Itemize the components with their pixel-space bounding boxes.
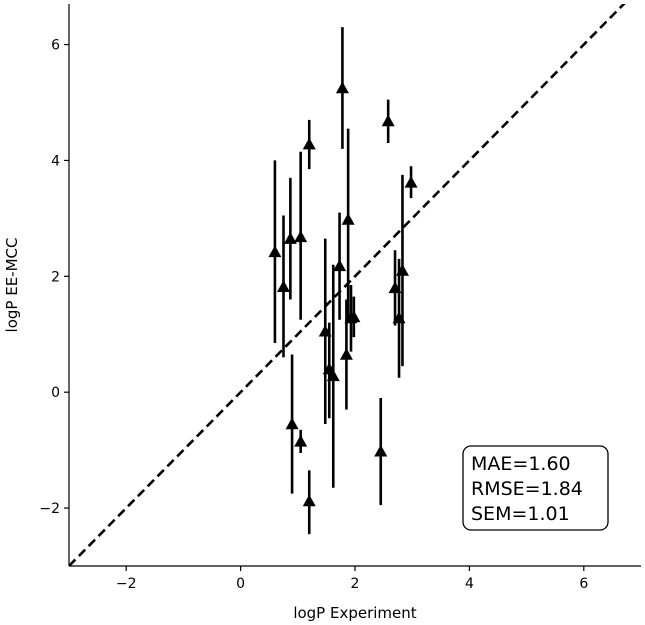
x-axis-label: logP Experiment (293, 604, 416, 622)
data-point-marker (285, 417, 299, 430)
data-point-marker (395, 264, 409, 276)
data-point-marker (277, 280, 290, 292)
data-point-marker (347, 310, 361, 323)
data-point-marker (283, 232, 297, 244)
axis-ticks: −2 0 2 4 6 −2 0 2 4 6 (39, 38, 588, 592)
x-tick-label: 4 (465, 576, 474, 592)
y-axis-label: logP EE-MCC (3, 238, 21, 333)
stats-sem: SEM=1.01 (471, 503, 570, 525)
reference-line (69, 4, 626, 566)
stats-rmse: RMSE=1.84 (471, 478, 583, 500)
data-point-marker (294, 434, 308, 447)
data-point-marker (268, 245, 282, 258)
data-point-marker (341, 213, 355, 225)
data-point-marker (326, 369, 340, 382)
x-tick-label: 6 (579, 576, 588, 592)
y-tick-label: 6 (51, 38, 60, 54)
data-point-marker (333, 259, 347, 272)
data-point-marker (339, 348, 353, 360)
data-point-marker (294, 230, 308, 243)
stats-box: MAE=1.60 RMSE=1.84 SEM=1.01 (462, 445, 609, 531)
stats-mae: MAE=1.60 (471, 453, 571, 475)
data-point-marker (381, 114, 395, 127)
data-point-marker (302, 137, 316, 150)
y-tick-label: 0 (51, 385, 60, 401)
data-point-marker (374, 444, 388, 457)
data-point-marker (335, 81, 349, 94)
x-tick-label: 2 (351, 576, 360, 592)
data-point-marker (404, 175, 418, 188)
y-tick-label: −2 (39, 501, 60, 517)
y-tick-label: 2 (51, 269, 60, 285)
stats-box-frame (462, 445, 609, 531)
x-tick-label: −2 (116, 576, 137, 592)
data-point-marker (302, 494, 316, 507)
x-tick-label: 0 (236, 576, 245, 592)
plot-contents (69, 4, 626, 566)
plot-area (69, 4, 626, 566)
y-tick-label: 4 (51, 153, 60, 169)
